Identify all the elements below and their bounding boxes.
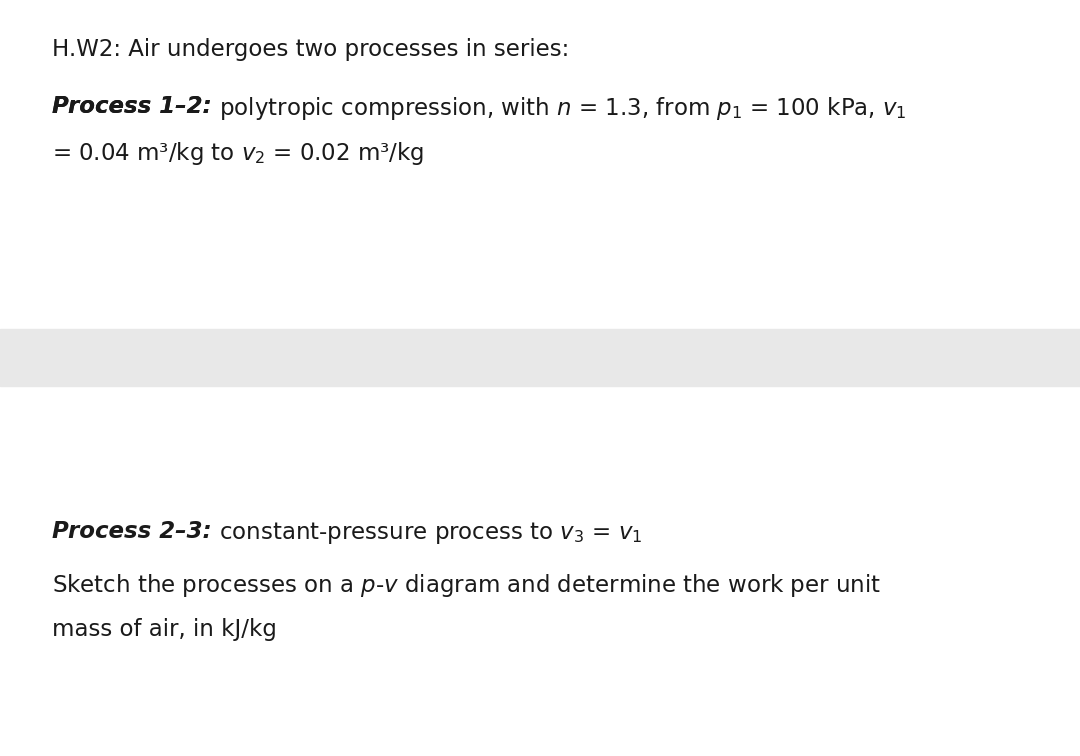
Text: H.W2: Air undergoes two processes in series:: H.W2: Air undergoes two processes in ser…: [52, 38, 569, 61]
Text: polytropic compression, with $n$ = 1.3, from $p_1$ = 100 kPa, $v_1$: polytropic compression, with $n$ = 1.3, …: [212, 95, 906, 122]
Bar: [0, 329, 1080, 386]
Text: Sketch the processes on a $p$-$v$ diagram and determine the work per unit: Sketch the processes on a $p$-$v$ diagra…: [52, 572, 881, 599]
Text: Process 1–2:: Process 1–2:: [52, 95, 212, 118]
Text: = 0.04 m³/kg to $v_2$ = 0.02 m³/kg: = 0.04 m³/kg to $v_2$ = 0.02 m³/kg: [52, 140, 424, 167]
Text: Process 1–2:: Process 1–2:: [52, 95, 212, 118]
Text: Process 2–3:: Process 2–3:: [52, 520, 212, 543]
Text: constant-pressure process to $v_3$ = $v_1$: constant-pressure process to $v_3$ = $v_…: [212, 520, 642, 546]
Text: mass of air, in kJ/kg: mass of air, in kJ/kg: [52, 618, 276, 641]
